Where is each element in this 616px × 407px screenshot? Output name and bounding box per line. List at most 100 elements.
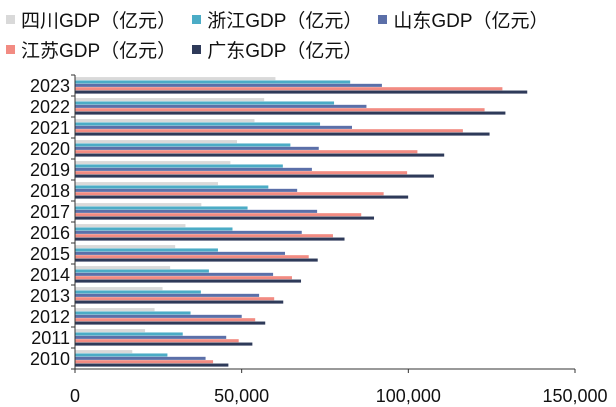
bar (75, 216, 375, 220)
bar (75, 342, 253, 346)
bar (75, 339, 239, 343)
legend-item: 四川GDP（亿元） (6, 6, 176, 33)
y-tick-label: 2015 (30, 244, 70, 264)
legend-item: 广东GDP（亿元） (192, 36, 362, 63)
bar-group-2013 (75, 287, 284, 304)
bar-group-2021 (75, 119, 490, 136)
bar (75, 234, 333, 238)
bar (75, 129, 463, 133)
y-tick-label: 2018 (30, 181, 70, 201)
legend-item: 山东GDP（亿元） (378, 6, 549, 33)
y-tick-label: 2013 (30, 286, 70, 306)
bar-group-2022 (75, 98, 506, 115)
bar (75, 318, 256, 322)
bar (75, 146, 319, 150)
bar-group-2020 (75, 140, 445, 157)
legend-item: 江苏GDP（亿元） (6, 36, 176, 63)
bar-group-2018 (75, 182, 409, 199)
bar-group-2015 (75, 245, 318, 262)
bar (75, 308, 155, 312)
y-tick-label: 2019 (30, 160, 70, 180)
legend-row: 江苏GDP（亿元） 广东GDP（亿元） (6, 34, 616, 64)
bar (75, 230, 302, 234)
bar (75, 356, 206, 360)
bar (75, 269, 209, 273)
bar (75, 350, 133, 354)
bar (75, 101, 335, 105)
x-tick-label: 0 (70, 386, 80, 406)
bar (75, 122, 321, 126)
y-tick-label: 2020 (30, 139, 70, 159)
legend-label: 四川GDP（亿元） (21, 10, 177, 32)
bar (75, 83, 382, 87)
x-tick-label: 100,000 (376, 386, 441, 406)
y-tick-label: 2016 (30, 223, 70, 243)
bar-group-2011 (75, 329, 253, 346)
bar (75, 332, 183, 336)
y-tick-label: 2017 (30, 202, 70, 222)
bar-group-2023 (75, 77, 528, 94)
legend-label: 江苏GDP（亿元） (21, 40, 177, 62)
bar (75, 153, 445, 157)
bar (75, 224, 186, 228)
legend-swatch (6, 14, 15, 24)
bar (75, 104, 367, 108)
bar (75, 80, 351, 84)
bar (75, 290, 201, 294)
bar (75, 251, 286, 255)
bar (75, 311, 191, 315)
legend-swatch (378, 14, 388, 24)
bar (75, 329, 146, 333)
bar (75, 164, 283, 168)
bar (75, 167, 312, 171)
legend-swatch (192, 14, 202, 24)
bar-group-2019 (75, 161, 434, 178)
bar (75, 213, 362, 217)
bar (75, 276, 292, 280)
legend-row: 四川GDP（亿元） 浙江GDP（亿元） 山东GDP（亿元） (6, 4, 616, 34)
x-tick-label: 50,000 (214, 386, 269, 406)
legend-label: 广东GDP（亿元） (207, 40, 363, 62)
bar (75, 188, 298, 192)
bar (75, 266, 171, 270)
bar (75, 363, 229, 367)
bar-group-2012 (75, 308, 266, 325)
bar (75, 108, 485, 112)
bar (75, 272, 274, 276)
bar (75, 258, 318, 262)
bar-group-2010 (75, 350, 229, 367)
bar (75, 255, 309, 259)
bar (75, 174, 434, 178)
y-tick-label: 2014 (30, 265, 70, 285)
bar (75, 300, 284, 304)
bar (75, 237, 345, 241)
bar (75, 287, 163, 291)
bar (75, 125, 352, 129)
bar (75, 87, 503, 91)
y-tick-label: 2021 (30, 118, 70, 138)
bar (75, 279, 302, 283)
bar (75, 192, 384, 196)
bar (75, 245, 176, 249)
bar (75, 150, 418, 154)
legend-swatch (6, 44, 15, 54)
bar-group-2016 (75, 224, 345, 241)
bar (75, 227, 233, 231)
bar (75, 119, 255, 123)
bar (75, 182, 219, 186)
bar (75, 321, 266, 325)
bar (75, 209, 318, 213)
bar (75, 353, 168, 357)
bar-group-2017 (75, 203, 375, 220)
y-tick-label: 2011 (31, 328, 70, 348)
bar (75, 98, 265, 102)
bar (75, 171, 408, 175)
bar (75, 143, 291, 147)
bar (75, 90, 528, 94)
legend: 四川GDP（亿元） 浙江GDP（亿元） 山东GDP（亿元） 江苏GDP（亿元） 广东GD… (6, 4, 616, 64)
bar (75, 77, 276, 81)
bar (75, 248, 218, 252)
legend-label: 山东GDP（亿元） (393, 10, 549, 32)
bar (75, 297, 275, 301)
